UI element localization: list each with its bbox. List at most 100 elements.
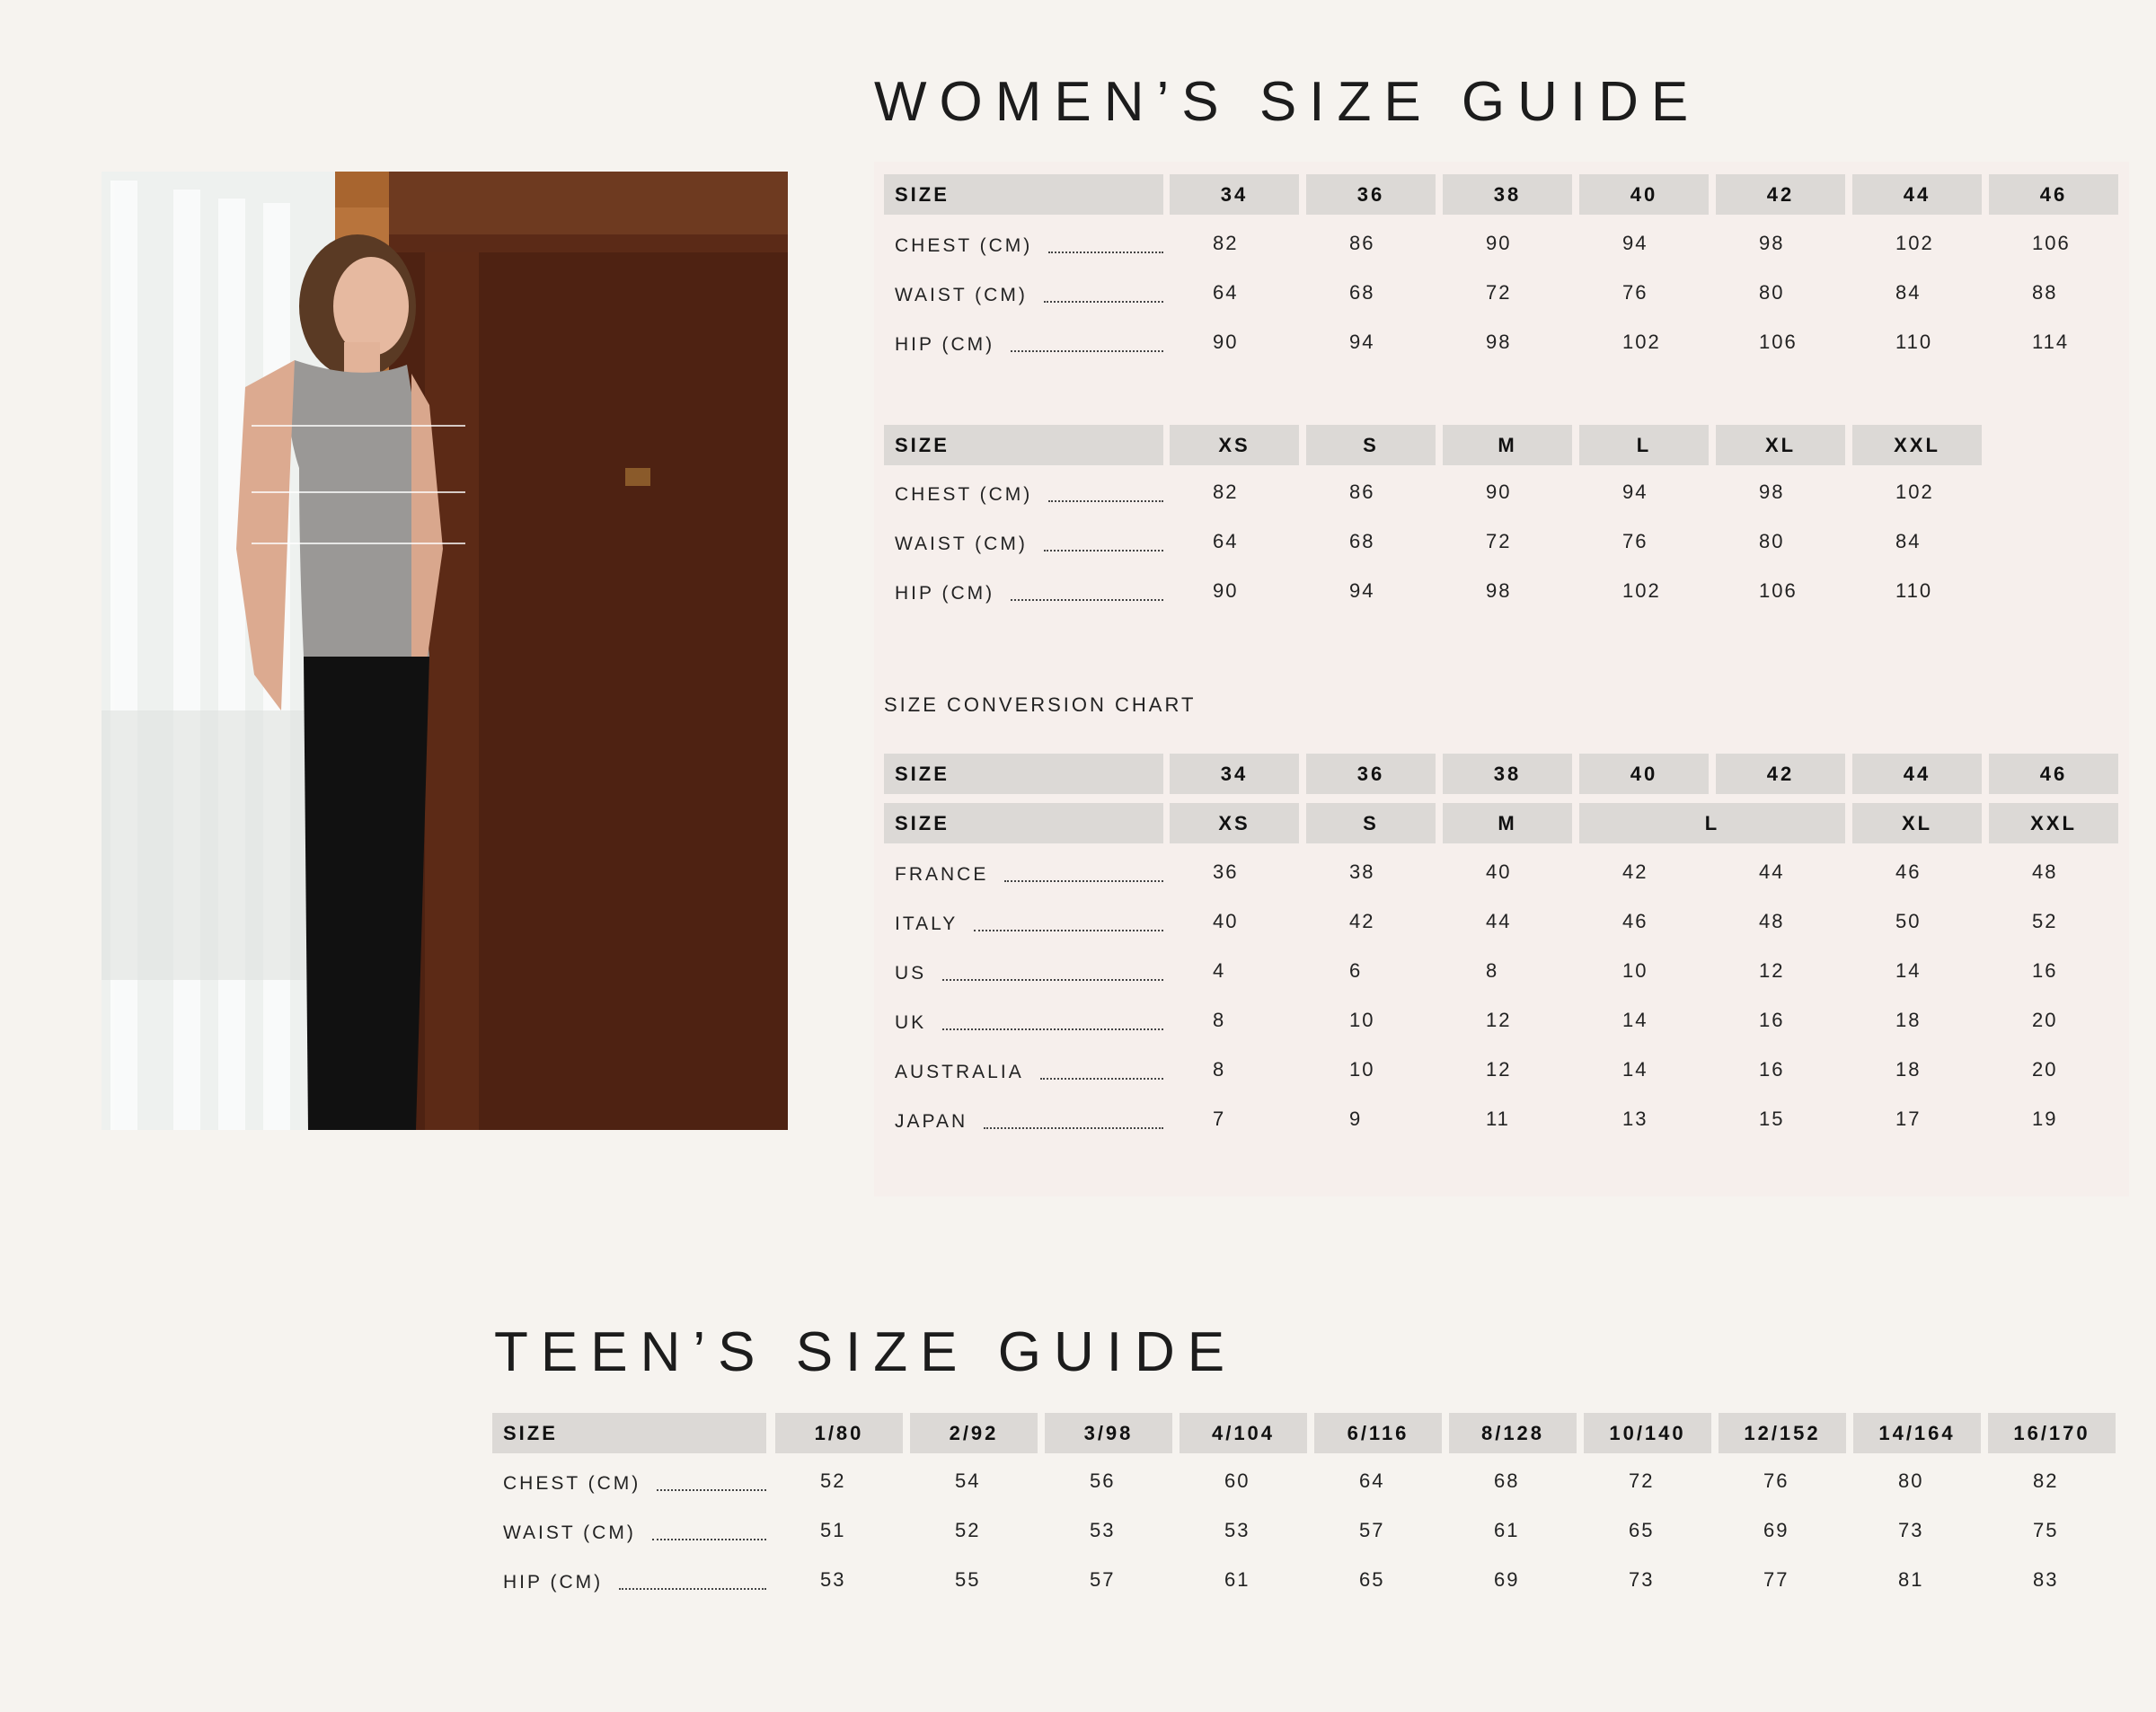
size-header-cell: 8/128 (1449, 1413, 1577, 1453)
table-cell-value: 84 (1895, 530, 1922, 552)
size-header-cell: 34 (1170, 754, 1299, 794)
table-cell-value: 16 (1759, 1058, 1785, 1081)
table-cell-value: 51 (820, 1519, 846, 1541)
table-cell-value: 36 (1213, 860, 1239, 883)
table-cell-value: 11 (1486, 1108, 1510, 1130)
row-label: WAIST (CM) (895, 281, 1163, 306)
table-cell-value: 12 (1486, 1058, 1512, 1081)
dotted-leader (942, 979, 1163, 981)
table-cell-value: 18 (1895, 1058, 1922, 1081)
table-cell-value: 9 (1349, 1108, 1363, 1130)
table-cell-value: 72 (1486, 281, 1512, 304)
row-label-text: AUSTRALIA (895, 1062, 1024, 1082)
size-header-cell: XL (1852, 803, 1982, 843)
table-cell-value: 80 (1759, 281, 1785, 304)
table-cell-value: 57 (1359, 1519, 1385, 1541)
table-cell-value: 68 (1494, 1469, 1520, 1492)
table-cell-value: 88 (2032, 281, 2058, 304)
size-header-cell: 44 (1852, 754, 1982, 794)
table-cell-value: 52 (820, 1469, 846, 1492)
dotted-leader (1048, 500, 1163, 502)
table-cell-value: 98 (1486, 331, 1512, 353)
size-header-cell: L (1579, 425, 1709, 465)
size-header-cell: XS (1170, 803, 1299, 843)
row-label: CHEST (CM) (895, 481, 1163, 506)
row-label-text: WAIST (CM) (895, 285, 1028, 305)
table-cell-value: 72 (1629, 1469, 1655, 1492)
size-header-cell: 10/140 (1584, 1413, 1711, 1453)
table-cell-value: 86 (1349, 481, 1375, 503)
row-label-text: CHEST (CM) (503, 1473, 641, 1494)
size-header-label: SIZE (884, 425, 1163, 465)
size-header-label: SIZE (884, 803, 1163, 843)
table-cell-value: 20 (2032, 1058, 2058, 1081)
size-header-cell: 12/152 (1719, 1413, 1846, 1453)
table-cell-value: 64 (1359, 1469, 1385, 1492)
teens-size-guide-title: TEEN’S SIZE GUIDE (494, 1321, 1238, 1383)
table-cell-value: 94 (1622, 481, 1648, 503)
table-cell-value: 80 (1898, 1469, 1924, 1492)
size-header-cell: M (1443, 803, 1572, 843)
row-label-text: JAPAN (895, 1111, 968, 1132)
size-header-cell: 36 (1306, 754, 1436, 794)
row-label: ITALY (895, 910, 1163, 935)
size-header-cell: 16/170 (1988, 1413, 2116, 1453)
row-label: US (895, 959, 1163, 984)
table-cell-value: 90 (1213, 579, 1239, 602)
table-cell-value: 90 (1486, 232, 1512, 254)
row-label: CHEST (CM) (895, 232, 1163, 257)
dotted-leader (942, 1028, 1163, 1030)
size-header-cell: 36 (1306, 174, 1436, 215)
table-cell-value: 73 (1629, 1568, 1655, 1591)
dotted-leader (651, 1539, 766, 1540)
size-header-cell: XS (1170, 425, 1299, 465)
table-cell-value: 44 (1486, 910, 1512, 932)
table-cell-value: 69 (1494, 1568, 1520, 1591)
table-cell-value: 83 (2033, 1568, 2059, 1591)
table-cell-value: 7 (1213, 1108, 1226, 1130)
size-header-cell: 46 (1989, 754, 2118, 794)
size-header-label: SIZE (492, 1413, 766, 1453)
size-header-cell: 14/164 (1853, 1413, 1981, 1453)
table-cell-value: 14 (1895, 959, 1922, 982)
size-header-cell: XXL (1989, 803, 2118, 843)
table-cell-value: 94 (1349, 331, 1375, 353)
row-label-text: FRANCE (895, 864, 989, 885)
dotted-leader (1011, 599, 1163, 601)
dotted-leader (974, 930, 1163, 931)
size-header-cell: S (1306, 425, 1436, 465)
table-cell-value: 81 (1898, 1568, 1924, 1591)
table-cell-value: 102 (1622, 579, 1661, 602)
size-header-cell: 2/92 (910, 1413, 1038, 1453)
table-cell-value: 52 (955, 1519, 981, 1541)
table-cell-value: 44 (1759, 860, 1785, 883)
table-cell-value: 82 (2033, 1469, 2059, 1492)
table-cell-value: 53 (820, 1568, 846, 1591)
row-label: UK (895, 1009, 1163, 1034)
table-cell-value: 110 (1895, 331, 1933, 353)
table-cell-value: 76 (1622, 281, 1648, 304)
womens-size-guide-title: WOMEN’S SIZE GUIDE (874, 71, 1701, 133)
table-cell-value: 90 (1213, 331, 1239, 353)
table-cell-value: 80 (1759, 530, 1785, 552)
table-cell-value: 102 (1895, 232, 1934, 254)
size-header-cell: 40 (1579, 754, 1709, 794)
dotted-leader (1043, 301, 1163, 303)
size-header-cell: XXL (1852, 425, 1982, 465)
table-cell-value: 94 (1622, 232, 1648, 254)
table-cell-value: 8 (1213, 1009, 1226, 1031)
size-header-cell: 38 (1443, 174, 1572, 215)
size-header-label: SIZE (884, 174, 1163, 215)
row-label-text: CHEST (CM) (895, 484, 1033, 505)
dotted-leader (1039, 1078, 1163, 1080)
table-cell-value: 53 (1090, 1519, 1116, 1541)
dotted-leader (619, 1588, 766, 1590)
table-cell-value: 102 (1622, 331, 1661, 353)
dotted-leader (984, 1127, 1163, 1129)
size-header-cell: 4/104 (1180, 1413, 1307, 1453)
table-cell-value: 110 (1895, 579, 1933, 602)
table-cell-value: 13 (1622, 1108, 1648, 1130)
table-cell-value: 102 (1895, 481, 1934, 503)
row-label-text: HIP (CM) (895, 583, 995, 604)
size-header-cell: 6/116 (1314, 1413, 1442, 1453)
